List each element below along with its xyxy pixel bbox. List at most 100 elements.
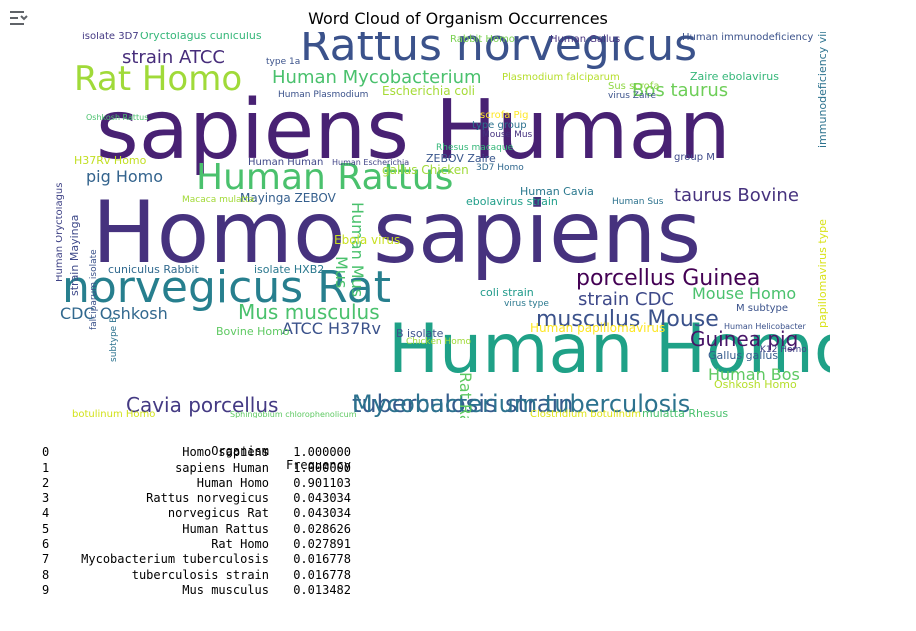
word-cloud: Human Homo sapiens Human Homo sapiens Rattu… [56, 32, 830, 418]
cloud-word: porcellus Guinea [576, 266, 760, 291]
row-index: 7 [42, 552, 50, 567]
table-row: 4 norvegicus Rat 0.043034 [28, 506, 351, 521]
cloud-word: isolate 3D7 [82, 32, 139, 42]
table-row: 8 tuberculosis strain 0.016778 [28, 567, 351, 583]
cloud-word: gallus Chicken [382, 163, 469, 177]
cloud-word: Rat Rattus [456, 372, 475, 418]
cloud-word: Oryctolagus cuniculus [140, 32, 262, 42]
cloud-word: Human immunodeficiency [682, 32, 813, 43]
cloud-word: Human papillomavirus [530, 321, 665, 335]
cell-organism: norvegicus Rat [167, 506, 269, 521]
cloud-word: cuniculus Rabbit [108, 263, 199, 276]
cloud-word: Human Mus [348, 202, 367, 297]
cloud-word: Macaca mulatta [182, 195, 254, 205]
cloud-word: coli strain [480, 286, 534, 299]
cell-organism: sapiens Human [175, 460, 269, 475]
cloud-word: Gallus gallus [708, 349, 778, 362]
cloud-word: Bos taurus [632, 80, 728, 101]
cloud-word: Human Rattus [196, 157, 453, 198]
cloud-word: type 1a [266, 57, 300, 67]
cloud-word: H37Rv Homo [74, 154, 147, 167]
cloud-word: ebolavirus strain [466, 195, 558, 208]
cloud-word: Rat Homo [74, 59, 242, 99]
cloud-word: Zaire ebolavirus [690, 70, 779, 83]
cloud-word: Ebola virus [334, 233, 400, 247]
cell-frequency: 0.016778 [293, 567, 351, 582]
frequency-table: Organism Frequency 0 Homo sapiens 1.000000… [28, 430, 351, 598]
cloud-word: mulatta Rhesus [642, 407, 728, 418]
cloud-word: Mus musculus [238, 300, 380, 324]
cell-organism: Human Homo [196, 475, 269, 490]
cloud-word: Human Homo [388, 310, 830, 389]
cell-organism: tuberculosis strain [131, 567, 269, 582]
cloud-word: norvegicus Rat [62, 262, 391, 313]
cloud-word: Mouse Homo [692, 284, 796, 303]
column-header-organism: Organism [211, 444, 269, 458]
cell-frequency: 0.043034 [293, 506, 351, 521]
cloud-word: 3D7 Homo [476, 163, 524, 173]
cloud-word: Mus [332, 256, 351, 288]
chart-title: Word Cloud of Organism Occurrences [308, 9, 608, 28]
cloud-word: B isolate [396, 327, 444, 340]
output-collapse-icon[interactable] [8, 8, 30, 28]
cloud-word: Oshkosh Homo [714, 378, 797, 391]
cloud-word: strain CDC [578, 289, 674, 310]
cloud-word: immunodeficiency virus [816, 32, 829, 148]
cell-organism: Homo sapiens [182, 445, 269, 460]
table-header-row: Organism Frequency [28, 430, 351, 472]
cell-organism: Human Rattus [182, 521, 269, 536]
cloud-word: Human Bos [708, 365, 800, 384]
cloud-word: type group [472, 120, 527, 131]
row-index: 5 [42, 521, 50, 536]
cloud-word: Human Helicobacter [724, 322, 807, 331]
cloud-word: Human Mycobacterium [272, 67, 482, 88]
cloud-word: taurus Bovine [674, 185, 799, 206]
table-row: 2 Human Homo 0.901103 [28, 475, 351, 491]
cloud-word: tuberculosis strain [352, 390, 573, 418]
cloud-word: papillomavirus type [816, 219, 829, 328]
row-index: 8 [42, 567, 50, 582]
cloud-word: Clostridium botulinum [530, 409, 641, 418]
cloud-word: Human Plasmodium [278, 90, 368, 100]
row-index: 1 [42, 460, 50, 475]
cloud-word: subtype B [109, 317, 119, 362]
cloud-word: Rhesus macaque [436, 143, 514, 153]
cloud-word: Oshkosh Rattus [86, 113, 148, 122]
cell-frequency: 0.028626 [293, 521, 351, 536]
row-index: 2 [42, 475, 50, 490]
row-index: 4 [42, 506, 50, 521]
cloud-word: Rattus norvegicus [300, 32, 697, 71]
cloud-word: sapiens Human [96, 83, 731, 178]
cloud-word: Human Human [248, 157, 323, 168]
cloud-word: Human Oryctolagus [56, 183, 65, 282]
cell-frequency: 1.000000 [293, 445, 351, 460]
cloud-word: Cavia porcellus [126, 393, 278, 417]
cloud-word: Human Escherichia [332, 158, 409, 167]
cloud-word: Human Gallus [550, 34, 620, 45]
cloud-word: Mouse Mus [482, 130, 533, 140]
cloud-word: scrofa Pig [480, 110, 528, 121]
cell-frequency: 0.043034 [293, 491, 351, 506]
cloud-word: pig Homo [86, 167, 163, 186]
row-index: 6 [42, 537, 50, 552]
cloud-word: ZEBOV Zaire [426, 152, 496, 165]
cell-frequency: 0.027891 [293, 537, 351, 552]
cloud-word: falciparum isolate [89, 249, 99, 330]
cell-frequency: 0.013482 [293, 582, 351, 597]
cloud-word: Bovine Homo [216, 325, 290, 338]
table-row: 9 Mus musculus 0.013482 [28, 583, 351, 598]
cell-organism: Mycobacterium tuberculosis [81, 552, 269, 567]
cloud-word: strain Mayinga [68, 215, 81, 296]
cell-frequency: 1.000000 [293, 460, 351, 475]
cloud-word: Homo sapiens [92, 183, 701, 283]
cell-frequency: 0.016778 [293, 552, 351, 567]
cloud-word: isolate HXB2 [254, 263, 324, 276]
cloud-word: Human Cavia [520, 185, 594, 198]
cell-organism: Rat Homo [211, 537, 269, 552]
table-row: 5 Human Rattus 0.028626 [28, 521, 351, 537]
cloud-word: musculus Mouse [536, 307, 719, 332]
row-index: 3 [42, 491, 50, 506]
cloud-word: Rabbit Homo [450, 34, 515, 45]
cell-organism: Mus musculus [182, 582, 269, 597]
